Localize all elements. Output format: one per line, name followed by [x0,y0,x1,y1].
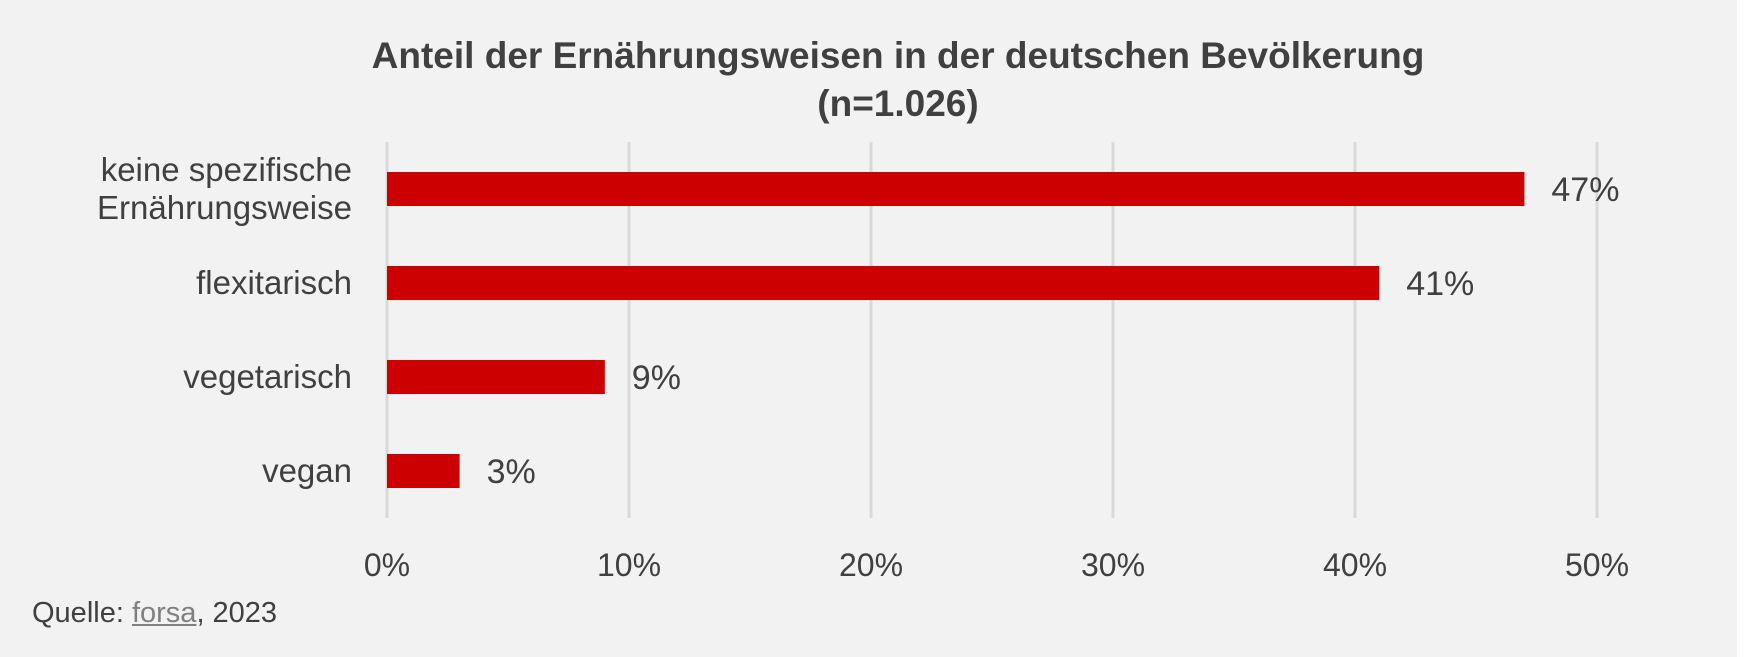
source-suffix: , 2023 [196,597,278,629]
category-label-line: flexitarisch [196,264,352,301]
source-note: Quelle: forsa, 2023 [32,597,277,630]
category-labels: keine spezifische Ernährungsweise flexitar… [97,151,352,489]
category-label-line: Ernährungsweise [97,189,352,226]
source-prefix: Quelle: [32,597,132,629]
x-tick-label: 10% [597,547,661,583]
bar [387,360,605,394]
x-tick-label: 30% [1081,547,1145,583]
chart-title: Anteil der Ernährungsweisen in der deuts… [372,35,1425,76]
x-tick-label: 20% [839,547,903,583]
category-label-line: vegan [262,452,352,489]
data-label: 47% [1551,171,1619,209]
source-link[interactable]: forsa [131,597,197,629]
x-tick-label: 50% [1565,547,1629,583]
bar [387,454,460,488]
category-label-line: vegetarisch [183,358,352,395]
bar [387,266,1380,300]
value-labels: 47% 41% 9% 3% [487,171,1620,491]
x-tick-label: 40% [1323,547,1387,583]
x-tick-label: 0% [364,547,410,583]
category-label: keine spezifische Ernährungsweise [97,151,352,226]
bar [387,172,1525,206]
data-label: 41% [1406,265,1474,303]
bars [387,172,1525,488]
category-label-line: keine spezifische [101,151,352,188]
data-label: 3% [487,453,536,491]
category-label: flexitarisch [196,264,352,301]
data-label: 9% [632,359,681,397]
category-label: vegan [262,452,352,489]
chart-subtitle: (n=1.026) [817,83,978,124]
category-label: vegetarisch [183,358,352,395]
x-axis-tick-labels: 0% 10% 20% 30% 40% 50% [364,547,1629,583]
